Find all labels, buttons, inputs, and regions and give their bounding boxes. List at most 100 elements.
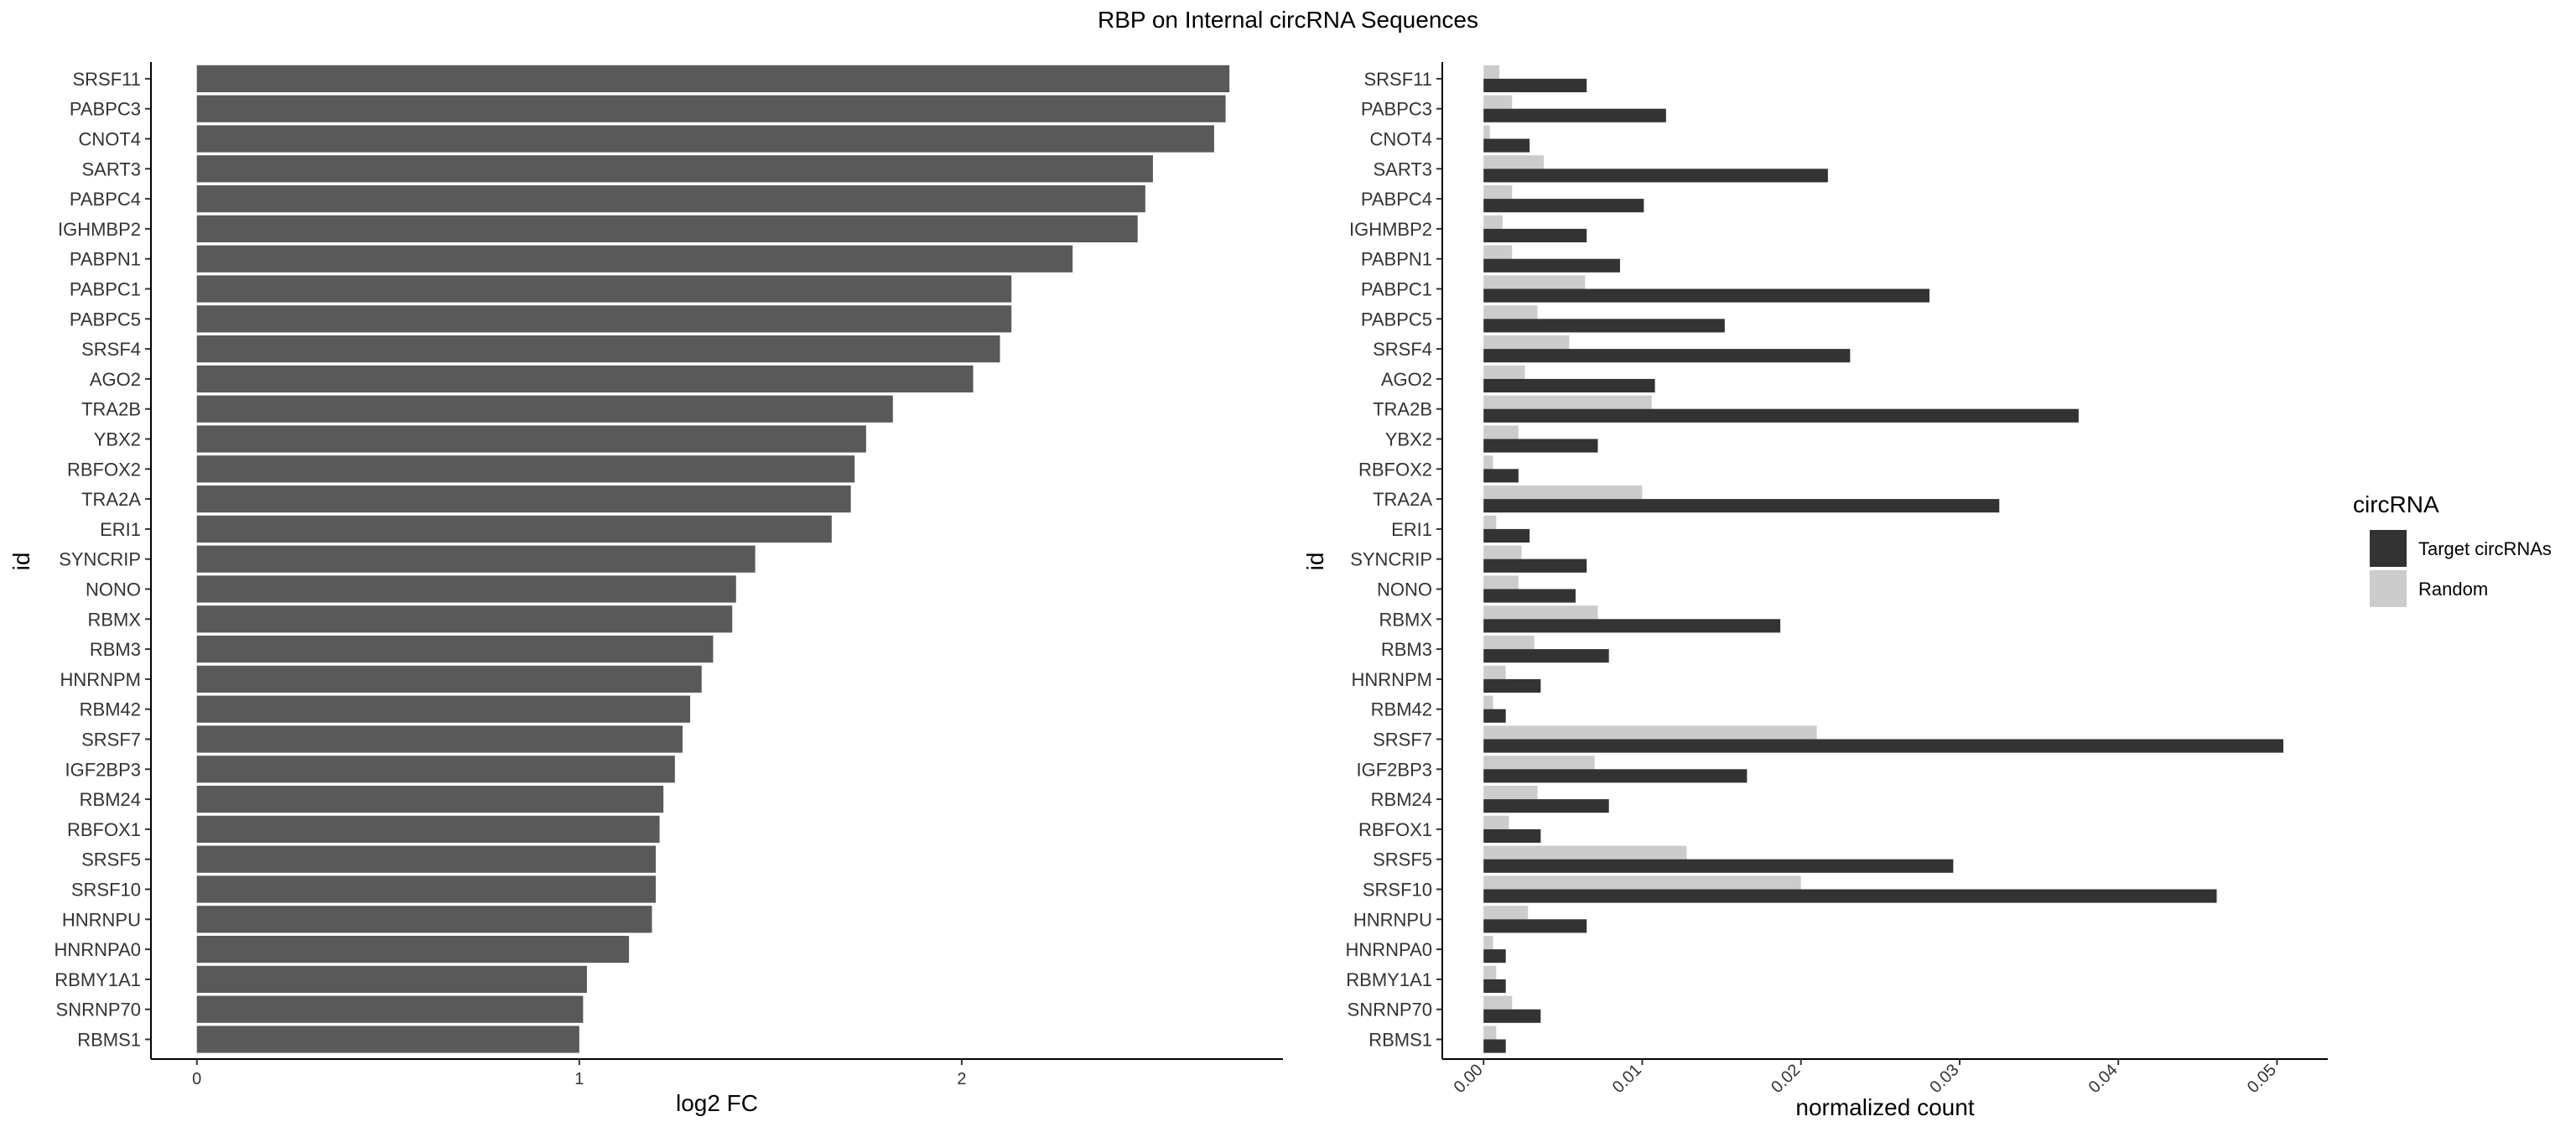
log2fc-bar-panel: SRSF11 PABPC3 CNOT4 SART3 PABPC4 IGHMBP2 PABPN… [8, 62, 1283, 1116]
bar-rbfox1 [196, 815, 660, 844]
y-tick-label: SRSF7 [81, 730, 141, 750]
x-axis-title: log2 FC [676, 1090, 758, 1116]
y-tick-label: RBMX [87, 609, 141, 630]
bar-pabpc5 [196, 305, 1012, 333]
y-tick-label: RBFOX2 [1358, 459, 1432, 480]
bar-rbfox2-target [1483, 469, 1519, 483]
y-tick-label: SRSF5 [1373, 849, 1432, 870]
y-tick-label: CNOT4 [1369, 129, 1432, 150]
bar-rbms1-target [1483, 1039, 1506, 1053]
bar-ighmbp2 [196, 215, 1138, 243]
x-axis-title: normalized count [1795, 1094, 1974, 1120]
bar-pabpc5-target [1483, 319, 1725, 333]
bar-hnrnpa0-random [1483, 935, 1493, 950]
bar-ago2-random [1483, 365, 1525, 379]
legend: circRNA Target circRNAs Random [2353, 491, 2552, 607]
x-tick-label: 0.00 [1451, 1061, 1487, 1097]
bar-pabpc3-random [1483, 95, 1513, 109]
bar-srsf5-random [1483, 845, 1687, 860]
bar-nono-random [1483, 575, 1519, 589]
y-tick-label: RBM3 [1381, 639, 1432, 660]
bar-tra2b-random [1483, 395, 1652, 409]
y-tick-label: HNRNPA0 [54, 939, 141, 960]
bar-igf2bp3-target [1483, 769, 1748, 783]
bar-snrnp70-target [1483, 1009, 1541, 1023]
bar-tra2a-random [1483, 485, 1643, 500]
bar-rbm24-random [1483, 785, 1538, 800]
y-tick-label: PABPN1 [1361, 249, 1432, 270]
y-tick-label: IGF2BP3 [65, 759, 141, 780]
y-tick-label: PABPC3 [1361, 99, 1432, 120]
legend-label-random: Random [2418, 579, 2488, 600]
y-tick-label: CNOT4 [78, 129, 141, 150]
y-tick-label: PABPC3 [70, 99, 141, 120]
legend-label-target: Target circRNAs [2418, 538, 2552, 559]
y-tick-label: IGHMBP2 [58, 219, 141, 240]
bar-srsf4-target [1483, 349, 1851, 363]
y-tick-label: AGO2 [1381, 369, 1432, 390]
bar-rbm42-target [1483, 709, 1506, 723]
y-tick-label: RBM42 [80, 699, 141, 720]
bar-srsf4 [196, 335, 1000, 363]
bar-syncrip-random [1483, 545, 1522, 559]
bar-sart3 [196, 155, 1153, 183]
y-tick-label: SRSF5 [81, 849, 141, 870]
bar-rbmx-target [1483, 619, 1781, 633]
bar-rbm3-random [1483, 635, 1535, 650]
bar-rbm24-target [1483, 799, 1609, 813]
legend-key-target [2370, 530, 2407, 567]
y-tick-label: RBM24 [1371, 789, 1432, 810]
bar-rbms1 [196, 1026, 579, 1053]
y-tick-label: RBMY1A1 [1346, 969, 1432, 990]
bar-rbm24 [196, 785, 664, 813]
bar-eri1 [196, 515, 832, 543]
y-tick-label: PABPC5 [70, 309, 141, 330]
y-tick-label: TRA2A [81, 489, 141, 510]
bar-eri1-random [1483, 515, 1497, 529]
bar-srsf10-random [1483, 875, 1801, 890]
bar-srsf4-random [1483, 335, 1570, 350]
bar-cnot4-target [1483, 138, 1530, 153]
y-tick-label: RBMY1A1 [55, 969, 141, 990]
y-tick-label: SRSF7 [1373, 730, 1432, 750]
y-tick-label: TRA2B [1373, 399, 1432, 420]
bar-srsf7-random [1483, 725, 1817, 740]
x-tick-label: 1 [574, 1070, 584, 1088]
y-tick-label: SRSF10 [71, 880, 141, 901]
bar-ybx2-random [1483, 425, 1519, 439]
legend-key-random [2370, 570, 2407, 607]
bar-ighmbp2-random [1483, 215, 1503, 229]
y-tick-label: ERI1 [1391, 519, 1432, 540]
bar-nono-target [1483, 589, 1576, 603]
y-tick-label: NONO [86, 579, 141, 600]
bar-hnrnpu-random [1483, 906, 1529, 920]
bar-tra2a-target [1483, 499, 2000, 513]
bar-syncrip [196, 545, 756, 573]
bar-ago2-target [1483, 378, 1655, 393]
y-tick-label: SRSF4 [81, 339, 141, 360]
bar-rbfox1-random [1483, 815, 1509, 829]
bar-tra2a [196, 485, 851, 513]
bar-pabpc5-random [1483, 305, 1538, 319]
bar-tra2b-target [1483, 408, 2079, 423]
bar-snrnp70-random [1483, 995, 1513, 1010]
y-tick-label: PABPN1 [70, 249, 141, 270]
bar-hnrnpm-random [1483, 665, 1506, 679]
bar-eri1-target [1483, 528, 1530, 543]
bar-pabpc1-random [1483, 275, 1586, 289]
bar-pabpc4 [196, 184, 1145, 213]
y-tick-label: SNRNP70 [1348, 1000, 1432, 1021]
x-tick-label: 0.05 [2244, 1061, 2280, 1097]
bar-snrnp70 [196, 995, 584, 1023]
bar-rbm42 [196, 695, 691, 723]
x-tick-label: 2 [957, 1070, 966, 1088]
y-tick-label: HNRNPU [1353, 909, 1432, 930]
bar-hnrnpm [196, 665, 702, 693]
y-tick-label: NONO [1377, 579, 1432, 600]
y-tick-label: PABPC5 [1361, 309, 1432, 330]
bar-srsf11-target [1483, 78, 1587, 93]
bar-cnot4 [196, 125, 1214, 153]
bar-pabpc4-target [1483, 199, 1644, 213]
y-tick-label: SART3 [1373, 158, 1432, 179]
bar-rbmx [196, 605, 733, 633]
